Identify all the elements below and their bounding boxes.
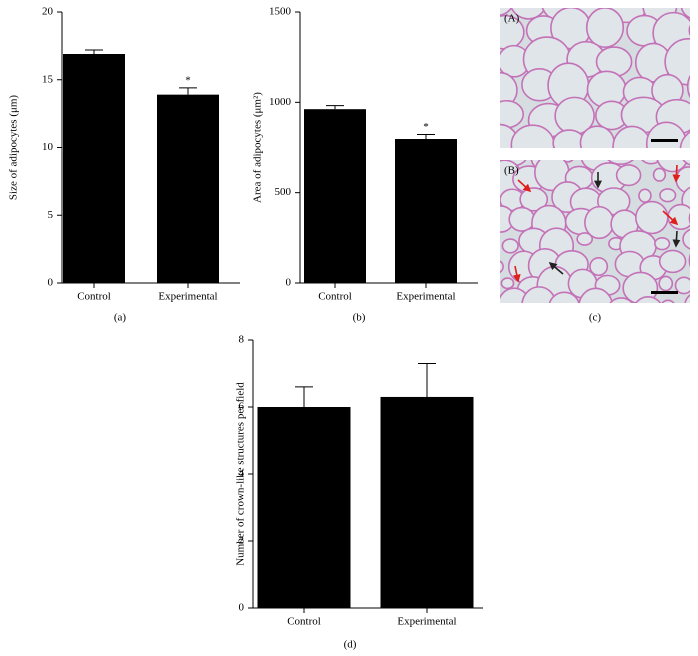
cell [519, 187, 549, 212]
bar [304, 109, 366, 283]
y-tick-label: 1000 [269, 96, 292, 108]
cell [500, 8, 513, 17]
y-tick-label: 6 [239, 401, 245, 413]
cell [548, 291, 580, 303]
cell [654, 237, 671, 251]
y-tick-label: 1500 [269, 6, 292, 18]
cell [500, 260, 504, 274]
cell [658, 275, 674, 292]
cell [680, 8, 690, 19]
cell [682, 228, 690, 250]
cell [501, 238, 519, 254]
x-tick-label: Experimental [396, 291, 455, 303]
y-axis-label: Area of adipocytes (μm²) [252, 92, 264, 203]
y-tick-label: 10 [42, 141, 54, 153]
micrograph-a [500, 8, 698, 148]
y-tick-label: 20 [42, 6, 54, 18]
x-tick-label: Experimental [397, 616, 456, 628]
panel-label: (b) [353, 312, 366, 324]
cell [500, 99, 524, 129]
cell [679, 131, 690, 148]
y-tick-label: 0 [239, 602, 245, 614]
bar [257, 407, 351, 608]
x-tick-label: Control [77, 291, 111, 303]
cell [688, 253, 690, 268]
significance-marker: * [423, 121, 429, 133]
cell [638, 188, 652, 203]
figure-label: (c) [589, 312, 602, 324]
x-tick-label: Control [287, 616, 321, 628]
y-tick-label: 2 [239, 535, 245, 547]
cell [635, 200, 669, 235]
panel-label: (d) [344, 639, 357, 651]
cell [576, 232, 594, 246]
cell [641, 160, 661, 165]
panel-label: (a) [114, 312, 127, 324]
cell [500, 277, 515, 290]
y-tick-label: 5 [48, 209, 54, 221]
y-axis-label: Number of crown-like structures per fiel… [235, 382, 247, 566]
cell [578, 287, 614, 303]
cell [686, 74, 690, 99]
bar [380, 396, 474, 608]
y-tick-label: 500 [275, 186, 292, 198]
cell [645, 121, 688, 148]
cell [510, 124, 555, 148]
arrows [512, 139, 681, 294]
x-tick-label: Control [318, 291, 352, 303]
cell [585, 8, 625, 49]
cell [579, 125, 616, 148]
cell [661, 299, 675, 303]
bar [157, 94, 219, 283]
panel-label: (B) [504, 165, 519, 177]
cell [589, 256, 609, 277]
cell [622, 271, 659, 303]
cell [656, 160, 689, 173]
y-tick-label: 8 [239, 334, 245, 346]
cell [652, 167, 667, 182]
cell [635, 295, 662, 303]
cell [688, 212, 690, 225]
cell [508, 206, 536, 232]
cell [688, 24, 690, 37]
cell [674, 276, 690, 295]
y-axis-label: Size of adipocytes (μm) [8, 95, 20, 201]
cell [684, 294, 690, 303]
y-tick-label: 0 [48, 277, 54, 289]
y-tick-label: 15 [42, 73, 54, 85]
cell [682, 160, 690, 166]
x-tick-label: Experimental [158, 291, 217, 303]
y-tick-label: 4 [239, 468, 245, 480]
cell [658, 249, 687, 274]
cell [659, 188, 677, 203]
micrograph-b [500, 160, 690, 303]
cell [500, 71, 518, 109]
significance-marker: * [185, 74, 191, 86]
cell [609, 297, 634, 303]
y-tick-label: 0 [286, 277, 292, 289]
cell [615, 164, 642, 187]
bar [395, 139, 457, 283]
cell [521, 286, 557, 303]
panel-label: (A) [504, 13, 520, 25]
bar [63, 54, 125, 283]
cell [694, 40, 698, 76]
